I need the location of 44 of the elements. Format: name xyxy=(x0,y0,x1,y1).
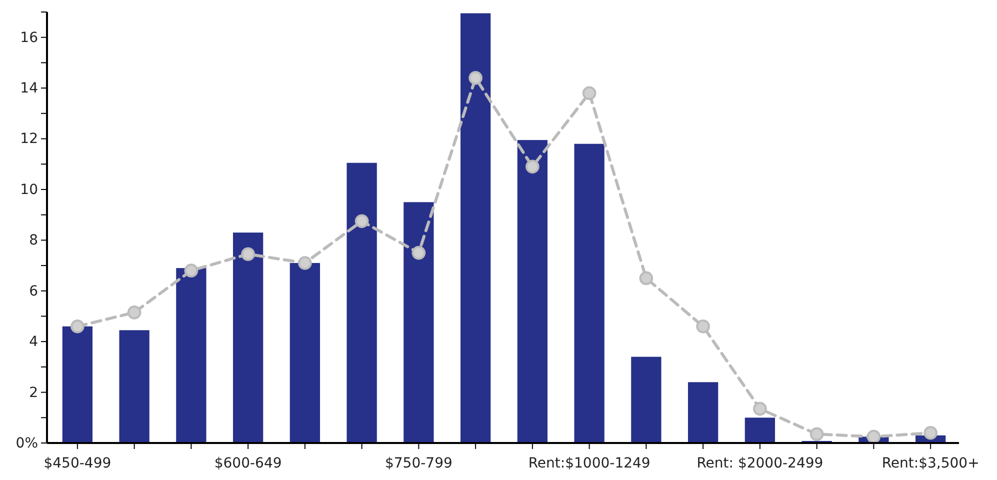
bar xyxy=(346,162,377,443)
bar xyxy=(631,356,662,443)
point xyxy=(298,256,312,270)
point xyxy=(412,246,426,260)
y-tick-label: 0% xyxy=(16,435,38,452)
point xyxy=(753,402,767,416)
y-tick-label: 10 xyxy=(20,182,38,198)
point xyxy=(241,247,255,262)
bar xyxy=(574,144,604,443)
point xyxy=(639,271,654,286)
bar xyxy=(744,418,776,443)
point xyxy=(696,319,710,334)
x-tick-label: Rent: $2000-2499 xyxy=(696,455,824,472)
x-tick-label: Rent:$1000-1249 xyxy=(528,455,650,472)
point xyxy=(354,214,369,228)
bar xyxy=(62,326,93,443)
x-tick-label: $750-799 xyxy=(384,455,452,472)
bar xyxy=(119,330,150,443)
point xyxy=(184,264,198,278)
bar xyxy=(517,140,548,443)
point xyxy=(866,430,881,444)
x-tick-label: $450-499 xyxy=(44,455,112,472)
point xyxy=(582,86,596,100)
point xyxy=(70,319,84,334)
y-tick-label: 4 xyxy=(29,334,38,350)
bar xyxy=(460,13,491,443)
bar xyxy=(290,262,320,443)
bar xyxy=(232,232,264,443)
y-tick-label: 8 xyxy=(29,232,38,249)
point xyxy=(468,71,482,85)
bar xyxy=(176,268,206,443)
point xyxy=(810,427,824,442)
y-tick-label: 2 xyxy=(29,384,38,401)
bar xyxy=(688,382,718,443)
y-tick-label: 6 xyxy=(29,283,38,300)
y-tick-label: 14 xyxy=(20,80,38,97)
bar xyxy=(404,202,434,443)
y-tick-label: 16 xyxy=(20,30,38,46)
y-tick-label: 12 xyxy=(20,131,38,148)
x-tick-label: $600-649 xyxy=(214,455,282,472)
point xyxy=(526,160,540,174)
x-tick-label: Rent:$3,500+ xyxy=(882,455,980,472)
point xyxy=(127,306,142,320)
point xyxy=(924,426,938,440)
